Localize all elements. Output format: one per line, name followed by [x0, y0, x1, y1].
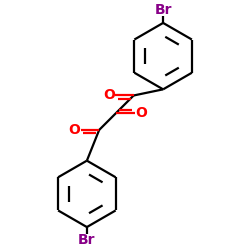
Text: Br: Br — [78, 233, 96, 247]
Text: Br: Br — [154, 3, 172, 17]
Text: O: O — [69, 123, 80, 137]
Text: O: O — [103, 88, 115, 102]
Text: O: O — [135, 106, 147, 120]
